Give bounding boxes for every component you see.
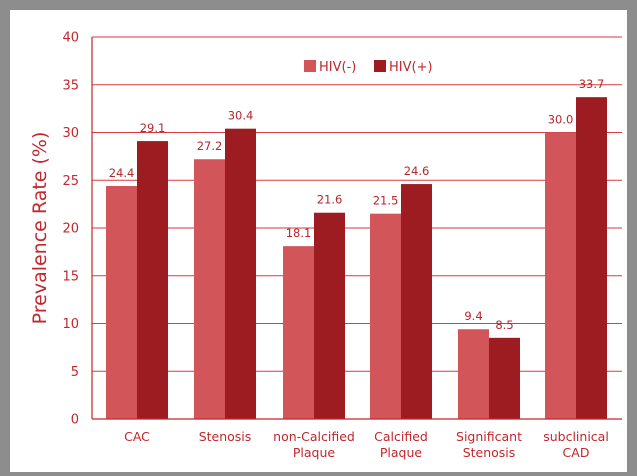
bar-hiv-pos <box>314 212 345 419</box>
x-category-label: Significant <box>456 429 522 444</box>
legend-swatch <box>304 60 316 72</box>
data-label: 33.7 <box>579 77 605 91</box>
data-label: 21.5 <box>373 194 399 208</box>
data-label: 18.1 <box>286 226 312 240</box>
legend-label: HIV(-) <box>319 60 356 75</box>
x-category-label: subclinical <box>543 429 609 444</box>
y-tick-label: 15 <box>62 269 79 284</box>
bar-hiv-neg <box>458 329 489 419</box>
bar-hiv-neg <box>106 185 137 419</box>
y-tick-label: 25 <box>62 174 79 189</box>
legend: HIV(-) HIV(+) <box>304 60 433 75</box>
bar-hiv-neg <box>370 213 401 419</box>
x-category-label: CAD <box>563 445 590 460</box>
y-tick-label: 35 <box>62 78 79 93</box>
x-category-label: Plaque <box>293 445 336 460</box>
y-tick-label: 30 <box>62 126 79 141</box>
axes: 0 5 10 15 20 25 30 35 40 CAC Stenosis non-Calcified… <box>29 31 622 460</box>
x-category-label: Plaque <box>380 445 423 460</box>
legend-swatch <box>374 60 386 72</box>
x-category-label: Calcified <box>374 429 428 444</box>
bar-hiv-pos <box>489 337 520 419</box>
y-axis-title: Prevalence Rate (%) <box>29 132 51 325</box>
y-tick-label: 20 <box>62 222 79 237</box>
y-tick-label: 5 <box>71 365 79 380</box>
gridlines <box>92 36 622 372</box>
data-label: 9.4 <box>464 309 482 323</box>
x-category-label: non-Calcified <box>273 429 355 444</box>
x-category-label: CAC <box>124 429 150 444</box>
bar-hiv-neg <box>283 246 314 419</box>
x-category-label: Stenosis <box>463 445 516 460</box>
data-label: 29.1 <box>140 121 166 135</box>
y-tick-label: 10 <box>62 317 79 332</box>
bar-hiv-pos <box>225 128 256 419</box>
data-label: 30.4 <box>228 109 254 123</box>
data-label: 24.6 <box>404 164 430 178</box>
legend-label: HIV(+) <box>389 60 433 75</box>
data-label: 8.5 <box>495 318 513 332</box>
bars <box>106 97 607 420</box>
bar-hiv-pos <box>137 141 168 419</box>
y-tick-label: 40 <box>62 31 79 46</box>
x-category-label: Stenosis <box>199 429 252 444</box>
bar-hiv-neg <box>545 132 576 419</box>
data-label: 24.4 <box>109 166 135 180</box>
data-labels: 24.4 27.2 18.1 21.5 9.4 30.0 29.1 30.4 21.6 24.6 8… <box>109 77 605 332</box>
bar-hiv-neg <box>194 159 225 420</box>
data-label: 30.0 <box>548 113 574 127</box>
bar-hiv-pos <box>576 97 607 419</box>
bar-hiv-pos <box>401 184 432 419</box>
data-label: 21.6 <box>317 193 343 207</box>
y-tick-label: 0 <box>71 413 79 428</box>
data-label: 27.2 <box>197 139 223 153</box>
